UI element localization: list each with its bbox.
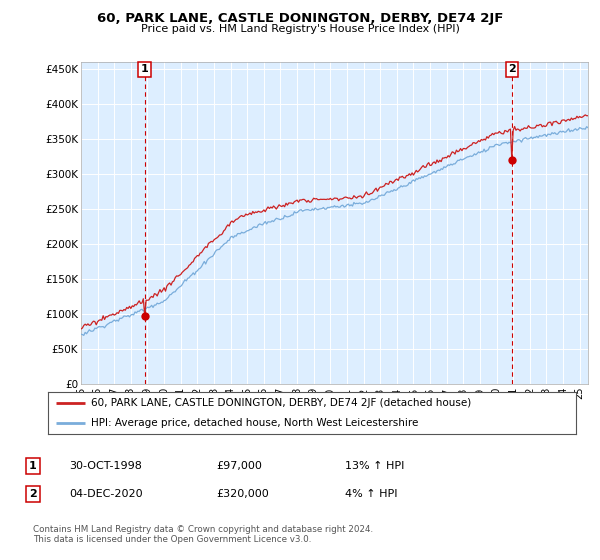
Text: 04-DEC-2020: 04-DEC-2020: [69, 489, 143, 499]
Text: 4% ↑ HPI: 4% ↑ HPI: [345, 489, 398, 499]
Text: £97,000: £97,000: [216, 461, 262, 471]
Text: 2: 2: [508, 64, 516, 74]
Text: 60, PARK LANE, CASTLE DONINGTON, DERBY, DE74 2JF (detached house): 60, PARK LANE, CASTLE DONINGTON, DERBY, …: [91, 398, 472, 408]
Text: 30-OCT-1998: 30-OCT-1998: [69, 461, 142, 471]
Text: Contains HM Land Registry data © Crown copyright and database right 2024.
This d: Contains HM Land Registry data © Crown c…: [33, 525, 373, 544]
Text: £320,000: £320,000: [216, 489, 269, 499]
Text: 60, PARK LANE, CASTLE DONINGTON, DERBY, DE74 2JF: 60, PARK LANE, CASTLE DONINGTON, DERBY, …: [97, 12, 503, 25]
Text: HPI: Average price, detached house, North West Leicestershire: HPI: Average price, detached house, Nort…: [91, 418, 419, 428]
Text: 1: 1: [141, 64, 149, 74]
Text: 13% ↑ HPI: 13% ↑ HPI: [345, 461, 404, 471]
Text: 2: 2: [29, 489, 37, 499]
Text: Price paid vs. HM Land Registry's House Price Index (HPI): Price paid vs. HM Land Registry's House …: [140, 24, 460, 34]
Text: 1: 1: [29, 461, 37, 471]
